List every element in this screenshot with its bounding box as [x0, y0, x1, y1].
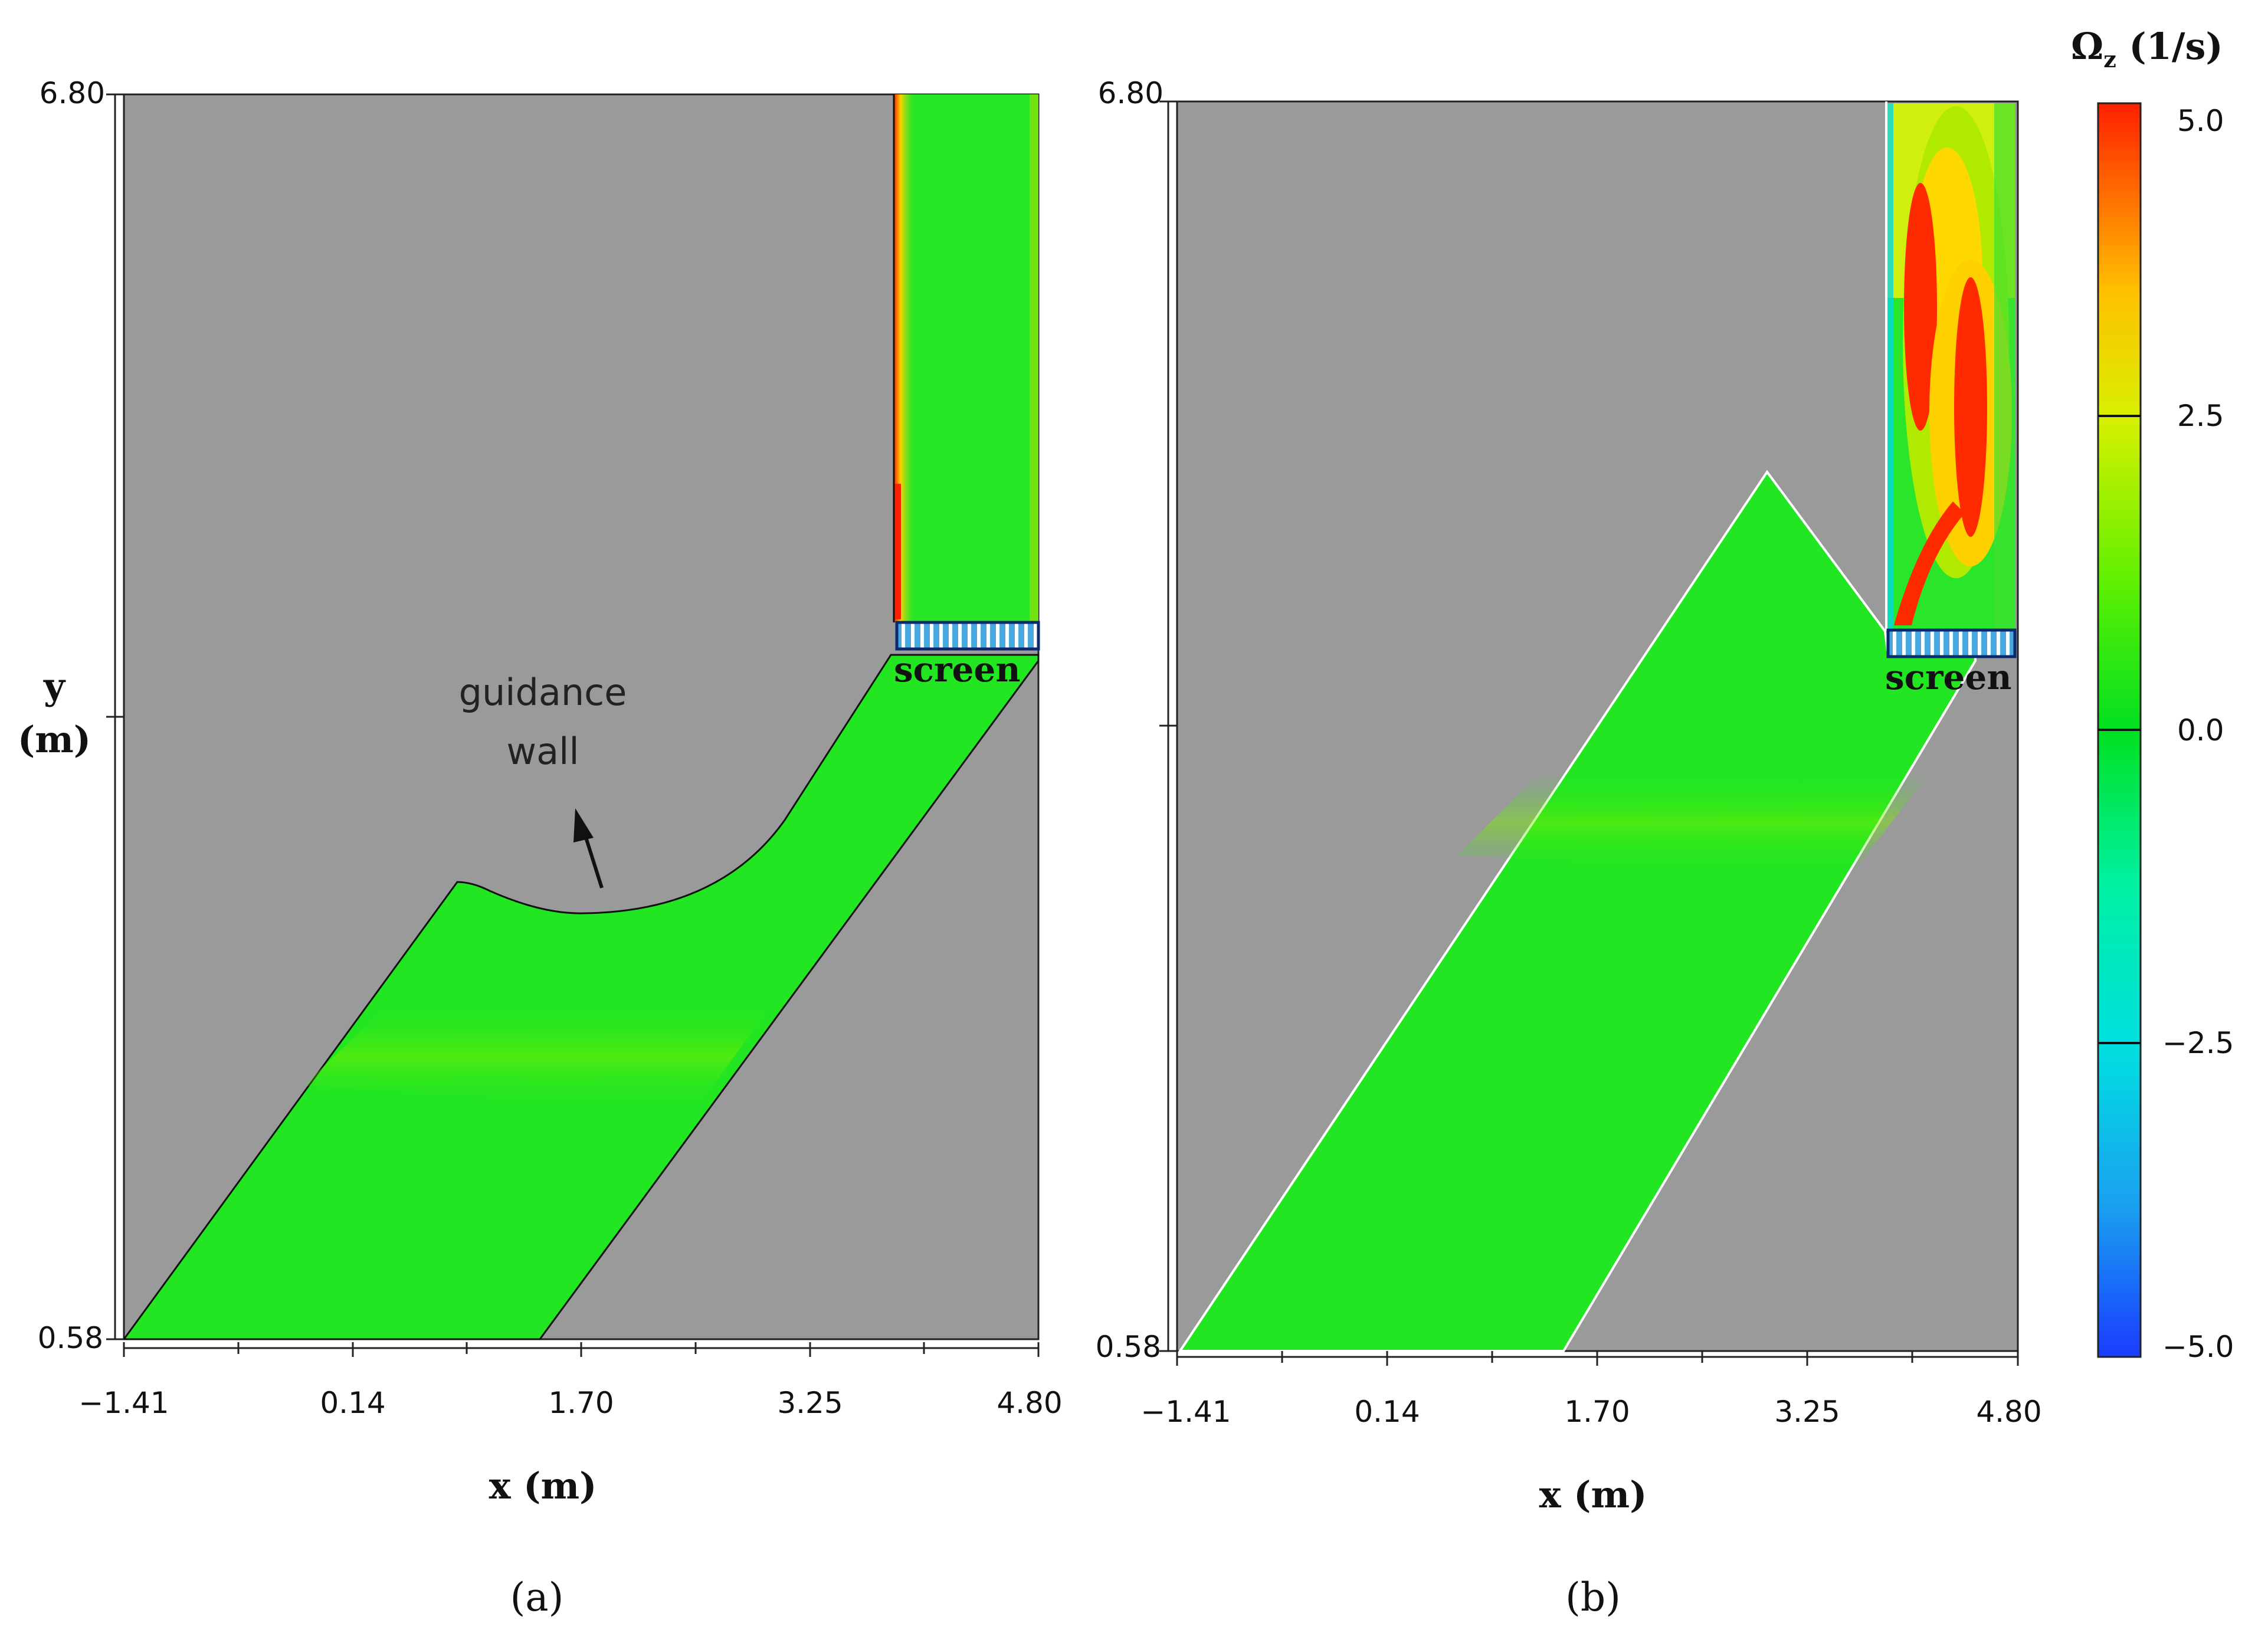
y-tick-label-top: 6.80	[1098, 76, 1164, 110]
screen-device	[1886, 628, 2017, 658]
colorbar: Ωz (1/s) 5.0 2.5 0.0 −2.5 −5.0	[2071, 25, 2234, 1364]
x-tick-label: 0.14	[1354, 1395, 1420, 1429]
x-tick-label: 3.25	[777, 1386, 843, 1420]
y-axis-title-2: (m)	[18, 718, 91, 761]
y-tick-label-bottom: 0.58	[1096, 1330, 1161, 1364]
annotation-arrow	[582, 831, 604, 888]
colorbar-tick-label: −5.0	[2162, 1330, 2234, 1364]
x-tick-label: 1.70	[548, 1386, 614, 1420]
x-tick-label: 4.80	[997, 1386, 1062, 1420]
arrow-head	[573, 808, 594, 842]
y-tick-label-bottom: 0.58	[38, 1321, 103, 1355]
screen-label: screen	[1885, 657, 2012, 697]
panel-caption: (a)	[510, 1575, 564, 1620]
wall-vorticity-peak	[894, 484, 901, 619]
x-tick-label: 4.80	[1976, 1395, 2041, 1429]
x-axis-ticks	[1176, 1351, 2019, 1366]
flow-region-upper	[1885, 103, 2015, 631]
panel-a: screen guidance wall 6.80 0.58 y (m) −1.…	[18, 76, 1063, 1620]
panel-b: screen 6.80 0.58 −1.41 0.14 1.70 3.25 4.…	[1096, 76, 2042, 1620]
x-tick-label: 3.25	[1774, 1395, 1840, 1429]
annotation-guidance: guidance	[459, 671, 627, 714]
right-edge-shade	[1030, 94, 1038, 622]
flow-region-lower	[122, 654, 1040, 1340]
x-tick-label: −1.41	[1140, 1395, 1231, 1429]
x-tick-label: 1.70	[1564, 1395, 1630, 1429]
flow-region-upper	[894, 94, 1038, 622]
colorbar-tick-label: 0.0	[2177, 713, 2224, 747]
colorbar-title: Ωz (1/s)	[2071, 25, 2223, 73]
x-axis-title: x (m)	[1539, 1473, 1647, 1516]
colorbar-tick-label: 5.0	[2177, 104, 2224, 138]
x-axis-ticks	[123, 1342, 1040, 1357]
x-tick-label: 0.14	[320, 1386, 385, 1420]
colorbar-ticks	[2098, 415, 2141, 1044]
colorbar-tick-label: 2.5	[2177, 399, 2224, 433]
screen-label: screen	[894, 650, 1021, 690]
y-tick-label-top: 6.80	[40, 76, 105, 110]
screen-device	[895, 621, 1040, 651]
x-tick-label: −1.41	[78, 1386, 169, 1420]
x-axis-title: x (m)	[489, 1464, 597, 1507]
panel-caption: (b)	[1565, 1575, 1621, 1620]
y-axis-title-1: y	[43, 665, 66, 708]
colorbar-tick-label: −2.5	[2162, 1026, 2234, 1060]
flow-highlight-band	[304, 1003, 773, 1109]
annotation-wall: wall	[506, 730, 579, 773]
flow-highlight-band	[1457, 773, 1929, 873]
